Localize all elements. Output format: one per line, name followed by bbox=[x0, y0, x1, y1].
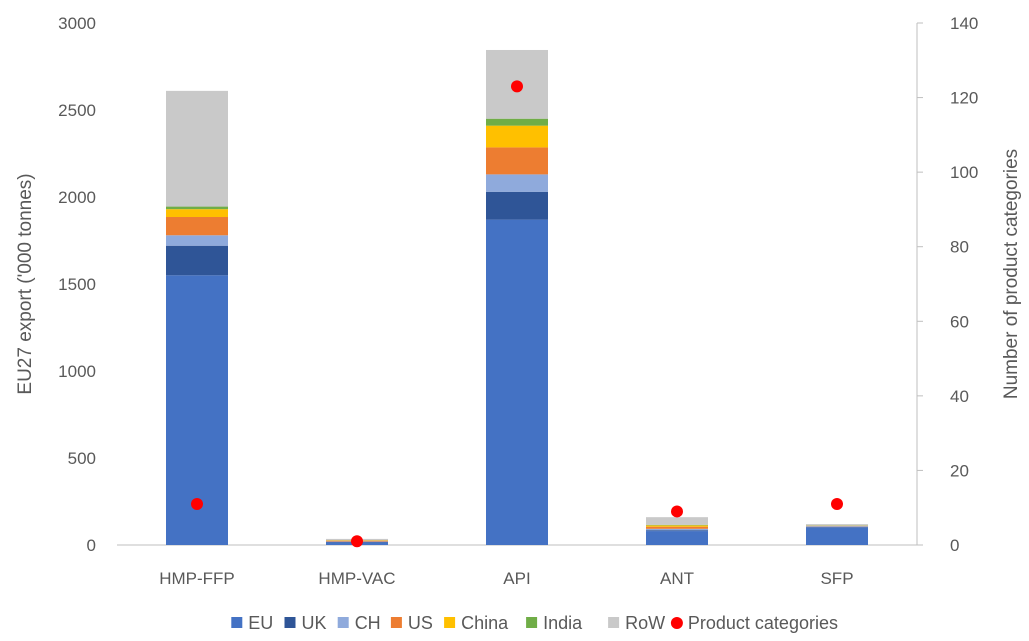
point-ant bbox=[671, 505, 683, 518]
x-tick-label: HMP-VAC bbox=[318, 569, 395, 588]
bar-sfp-eu bbox=[806, 527, 868, 545]
y2-tick-label: 120 bbox=[950, 89, 978, 108]
left-axis-ticks: 0 500 1000 1500 2000 2500 3000 bbox=[58, 14, 96, 555]
y2-tick-label: 0 bbox=[950, 536, 959, 555]
bar-hmp-ffp-uk bbox=[166, 245, 228, 276]
y2-tick-label: 20 bbox=[950, 461, 969, 480]
bar-ant-india bbox=[646, 524, 708, 526]
y2-tick-label: 140 bbox=[950, 14, 978, 33]
legend-swatch-uk bbox=[284, 617, 296, 628]
y-axis-title: EU27 export ('000 tonnes) bbox=[15, 173, 36, 394]
bar-ant-ch bbox=[646, 528, 708, 531]
y2-tick-label: 100 bbox=[950, 163, 978, 182]
bar-sfp-row bbox=[806, 524, 868, 526]
bar-ant-row bbox=[646, 517, 708, 525]
legend-label: EU bbox=[248, 613, 273, 633]
legend-swatch-eu bbox=[231, 617, 243, 628]
y-tick-label: 0 bbox=[87, 536, 96, 555]
product-category-points bbox=[191, 80, 843, 548]
bar-api-ch bbox=[486, 174, 548, 192]
point-api bbox=[511, 80, 523, 93]
y-tick-label: 1500 bbox=[58, 275, 96, 294]
bar-ant-eu bbox=[646, 531, 708, 545]
bars bbox=[166, 49, 868, 545]
bar-hmp-ffp-china bbox=[166, 209, 228, 218]
legend-swatch-india bbox=[526, 617, 538, 628]
bar-api-uk bbox=[486, 191, 548, 220]
legend: EU UK CH US China India RoW Product categories bbox=[231, 613, 838, 633]
legend-swatch-product-categories bbox=[670, 617, 683, 629]
x-tick-label: SFP bbox=[820, 569, 853, 588]
y2-axis-title: Number of product categories bbox=[1001, 149, 1022, 399]
bar-api-eu bbox=[486, 219, 548, 545]
legend-label: Product categories bbox=[688, 613, 838, 633]
y2-tick-label: 60 bbox=[950, 312, 969, 331]
bar-api-india bbox=[486, 118, 548, 126]
legend-swatch-china bbox=[444, 617, 456, 628]
bar-hmp-ffp-us bbox=[166, 217, 228, 236]
x-tick-label: API bbox=[503, 569, 530, 588]
x-tick-label: ANT bbox=[660, 569, 694, 588]
bar-api-china bbox=[486, 125, 548, 148]
y-tick-label: 1000 bbox=[58, 362, 96, 381]
legend-label: India bbox=[543, 613, 583, 633]
legend-swatch-us bbox=[390, 617, 402, 628]
legend-label: China bbox=[461, 613, 509, 633]
legend-label: RoW bbox=[625, 613, 665, 633]
bar-ant-us bbox=[646, 526, 708, 529]
legend-swatch-row bbox=[608, 617, 620, 628]
bar-ant-uk bbox=[646, 530, 708, 532]
bar-hmp-ffp-ch bbox=[166, 235, 228, 246]
point-hmp-ffp bbox=[191, 497, 203, 510]
bar-hmp-ffp-india bbox=[166, 206, 228, 210]
legend-label: US bbox=[408, 613, 433, 633]
right-axis-ticks: 0 20 40 60 80 100 120 140 bbox=[917, 14, 978, 555]
y2-tick-label: 80 bbox=[950, 238, 969, 257]
bar-sfp-uk bbox=[806, 527, 868, 528]
bar-api-us bbox=[486, 147, 548, 175]
x-tick-label: HMP-FFP bbox=[159, 569, 235, 588]
x-axis-labels: HMP-FFP HMP-VAC API ANT SFP bbox=[159, 569, 853, 588]
y-tick-label: 3000 bbox=[58, 14, 96, 33]
y2-tick-label: 40 bbox=[950, 387, 969, 406]
legend-label: UK bbox=[302, 613, 327, 633]
point-hmp-vac bbox=[351, 535, 363, 548]
bar-sfp-ch bbox=[806, 526, 868, 528]
legend-swatch-ch bbox=[337, 617, 349, 628]
bar-hmp-ffp-row bbox=[166, 90, 228, 207]
legend-label: CH bbox=[355, 613, 381, 633]
y-tick-label: 500 bbox=[68, 449, 96, 468]
bar-ant-china bbox=[646, 525, 708, 527]
point-sfp bbox=[831, 497, 843, 510]
y-tick-label: 2500 bbox=[58, 101, 96, 120]
y-tick-label: 2000 bbox=[58, 188, 96, 207]
